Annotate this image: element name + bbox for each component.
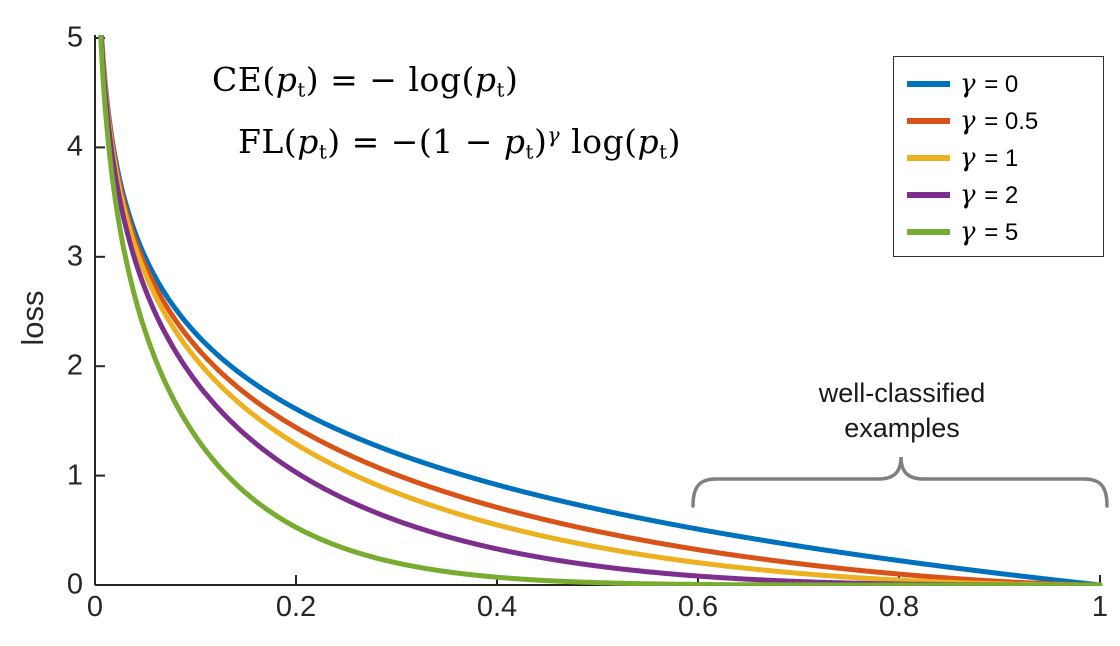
x-tick-label: 0 (86, 591, 104, 623)
x-tick-label: 0.4 (476, 591, 518, 623)
legend-line-sample (907, 228, 950, 235)
well-classified-brace (691, 456, 1109, 508)
legend-entry: γ = 1 (894, 139, 1103, 176)
curve-gamma-0 (99, 35, 1103, 586)
curve-gamma-5 (98, 35, 1103, 586)
x-tick-label: 1 (1091, 591, 1109, 623)
annotation-line-1: well-classified (818, 378, 986, 408)
y-tick-label: 1 (66, 459, 83, 492)
y-tick-label: 3 (66, 240, 83, 273)
fl-formula: FL(pt) = −(1 − pt)γ log(pt) (238, 122, 681, 164)
y-tick-label: 2 (66, 349, 83, 382)
annotation-well-classified: well-classified examples (757, 376, 1047, 446)
x-tick-label: 0.6 (677, 591, 719, 623)
legend-label: γ = 0.5 (960, 105, 1039, 136)
curve-gamma-0.5 (98, 35, 1103, 586)
x-tick-label: 0.2 (275, 591, 317, 623)
ce-formula: CE(pt) = − log(pt) (212, 60, 519, 102)
legend-entry: γ = 0 (894, 65, 1103, 102)
legend-entry: γ = 0.5 (894, 102, 1103, 139)
legend-label: γ = 0 (960, 68, 1019, 99)
legend-label: γ = 2 (960, 179, 1019, 210)
y-tick-label: 5 (66, 21, 83, 54)
legend-line-sample (907, 191, 950, 198)
legend-line-sample (907, 154, 950, 161)
legend-line-sample (907, 117, 950, 124)
annotation-line-2: examples (844, 413, 960, 444)
legend-label: γ = 5 (960, 216, 1019, 247)
y-tick-label: 4 (66, 130, 83, 163)
legend-entry: γ = 2 (894, 176, 1103, 213)
legend-entry: γ = 5 (894, 213, 1103, 250)
legend-label: γ = 1 (960, 142, 1019, 173)
y-tick-label: 0 (66, 568, 83, 601)
x-tick-label: 0.8 (878, 591, 920, 623)
curve-gamma-1 (98, 35, 1103, 586)
legend: γ = 0 γ = 0.5 γ = 1 γ = 2 γ = 5 (893, 56, 1104, 257)
legend-line-sample (907, 80, 950, 87)
